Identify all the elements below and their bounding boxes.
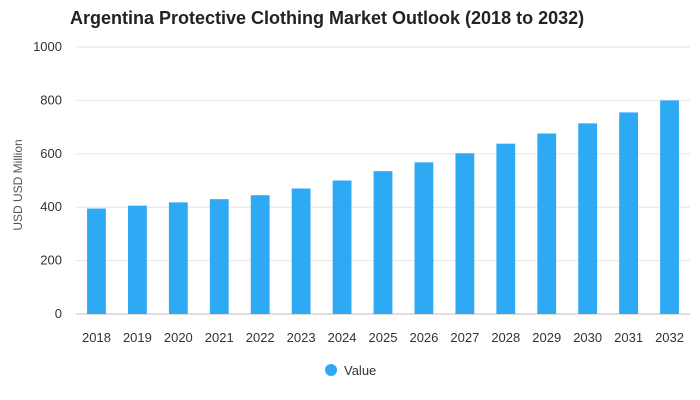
- bar-2018[interactable]: [87, 208, 106, 314]
- bars-layer: [87, 100, 679, 315]
- legend-marker-value: [325, 364, 337, 376]
- x-tick-label: 2018: [82, 330, 111, 345]
- y-axis-label: USD USD Million: [11, 139, 25, 230]
- y-tick-label: 1000: [33, 39, 62, 54]
- y-tick-label: 600: [40, 146, 62, 161]
- y-tick-label: 200: [40, 253, 62, 268]
- bar-2023[interactable]: [291, 188, 311, 314]
- x-tick-label: 2030: [573, 330, 602, 345]
- bar-2025[interactable]: [373, 171, 393, 314]
- bar-2020[interactable]: [168, 202, 188, 314]
- x-tick-label: 2027: [450, 330, 479, 345]
- bar-2028[interactable]: [496, 143, 516, 314]
- x-tick-label: 2025: [369, 330, 398, 345]
- bar-2024[interactable]: [332, 180, 352, 315]
- bar-2027[interactable]: [455, 153, 475, 314]
- y-tick-label: 0: [55, 306, 62, 321]
- x-tick-label: 2024: [328, 330, 357, 345]
- y-tick-label: 800: [40, 92, 62, 107]
- bar-2029[interactable]: [537, 133, 557, 314]
- x-tick-label: 2023: [287, 330, 316, 345]
- chart-title: Argentina Protective Clothing Market Out…: [70, 8, 585, 28]
- x-tick-label: 2032: [655, 330, 684, 345]
- x-tick-label: 2028: [491, 330, 520, 345]
- bar-2030[interactable]: [578, 123, 598, 314]
- legend[interactable]: Value: [325, 363, 376, 378]
- y-tick-label: 400: [40, 199, 62, 214]
- legend-label-value: Value: [344, 363, 376, 378]
- x-tick-label: 2021: [205, 330, 234, 345]
- bar-2019[interactable]: [127, 205, 147, 314]
- x-tick-label: 2029: [532, 330, 561, 345]
- x-tick-label: 2019: [123, 330, 152, 345]
- x-tick-label: 2031: [614, 330, 643, 345]
- x-tick-labels: 2018 2019 2020 2021 2022 2023 2024 2025 2026 2027…: [82, 330, 684, 345]
- y-tick-labels: 0 200 400 600 800 1000: [33, 39, 62, 321]
- bar-2026[interactable]: [414, 162, 434, 314]
- bar-2032[interactable]: [660, 100, 679, 315]
- bar-2022[interactable]: [250, 195, 270, 314]
- x-tick-label: 2026: [409, 330, 438, 345]
- x-tick-label: 2020: [164, 330, 193, 345]
- bar-2031[interactable]: [619, 112, 639, 314]
- x-tick-label: 2022: [246, 330, 275, 345]
- bar-2021[interactable]: [209, 199, 229, 314]
